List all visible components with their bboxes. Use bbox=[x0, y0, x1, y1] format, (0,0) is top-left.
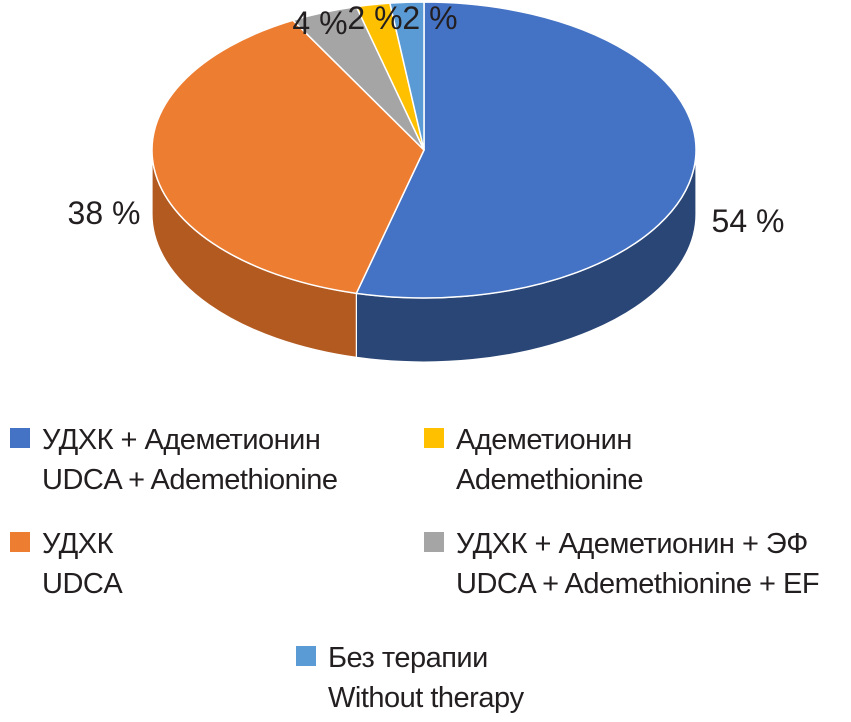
legend-item-udca-ademethionine-ef: УДХК + Адеметионин + ЭФ UDCA + Ademethio… bbox=[424, 524, 820, 604]
legend-label-en: UDCA + Ademethionine + EF bbox=[456, 568, 820, 600]
slice-percent-label: 54 % bbox=[712, 203, 785, 239]
legend-item-udca-ademethionine: УДХК + Адеметионин UDCA + Ademethionine bbox=[10, 420, 338, 500]
pie-slice bbox=[151, 19, 425, 295]
legend-swatch bbox=[10, 532, 30, 552]
legend-swatch bbox=[424, 428, 444, 448]
legend-item-ademethionine: Адеметионин Ademethionine bbox=[424, 420, 643, 500]
legend-label-ru: УДХК + Адеметионин + ЭФ bbox=[456, 528, 808, 560]
pie-tops bbox=[151, 1, 697, 299]
slice-percent-label: 4 % bbox=[292, 5, 347, 41]
legend-label-ru: Адеметионин bbox=[456, 424, 632, 456]
legend-label-en: Ademethionine bbox=[456, 464, 643, 496]
slice-percent-label: 2 % bbox=[402, 0, 457, 36]
legend-item-udca: УДХК UDCA bbox=[10, 524, 123, 604]
pie-chart: 54 %38 %4 % 2 % 2 % bbox=[68, 0, 785, 363]
pie-labels: 54 %38 %4 % 2 % 2 % bbox=[68, 0, 785, 239]
legend-swatch bbox=[424, 532, 444, 552]
legend-label-en: UDCA bbox=[42, 568, 123, 600]
legend-label-en: Without therapy bbox=[328, 682, 524, 714]
legend-swatch bbox=[296, 646, 316, 666]
slice-percent-label: 38 % bbox=[68, 195, 141, 231]
legend-swatch bbox=[10, 428, 30, 448]
legend-label-ru: Без терапии bbox=[328, 642, 488, 674]
legend-label-ru: УДХК bbox=[42, 528, 114, 560]
legend-label-ru: УДХК + Адеметионин bbox=[42, 424, 321, 456]
slice-percent-label: 2 % bbox=[347, 0, 402, 36]
pie-slice bbox=[389, 1, 425, 151]
pie-slice bbox=[355, 1, 697, 299]
legend-label-en: UDCA + Ademethionine bbox=[42, 464, 338, 496]
legend-item-without-therapy: Без терапии Without therapy bbox=[296, 638, 524, 718]
